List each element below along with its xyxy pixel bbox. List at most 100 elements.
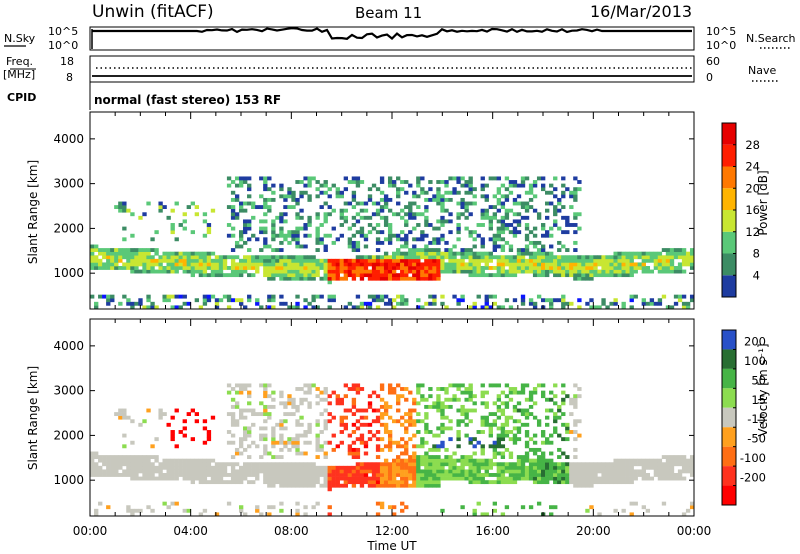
power-cell (138, 248, 143, 252)
velocity-cell (661, 501, 667, 506)
power-cell (565, 269, 570, 274)
velocity-cell (504, 480, 510, 485)
velocity-cell (605, 465, 610, 470)
velocity-cell (267, 451, 272, 456)
velocity-cell (528, 390, 534, 395)
velocity-cell (516, 419, 522, 424)
power-cell (307, 301, 312, 306)
velocity-cell (263, 390, 268, 395)
velocity-cell (464, 469, 469, 474)
velocity-cell (573, 455, 578, 459)
power-cell (480, 258, 485, 263)
power-cell (170, 230, 175, 235)
velocity-cell (230, 480, 236, 485)
velocity-cell (251, 462, 256, 467)
power-cell (492, 294, 497, 299)
power-cell (436, 180, 441, 184)
velocity-cell (528, 437, 534, 442)
velocity-cell (488, 465, 493, 470)
power-colorbar-swatch (722, 144, 736, 167)
power-cell (363, 273, 369, 278)
velocity-cell (540, 469, 546, 474)
power-cell (528, 190, 534, 195)
velocity-cell (134, 508, 139, 513)
velocity-cell (448, 469, 453, 474)
velocity-cell (512, 426, 518, 431)
power-cell (545, 266, 550, 270)
power-cell (468, 201, 473, 206)
power-cell (653, 301, 659, 306)
velocity-cell (287, 397, 292, 402)
velocity-cell (476, 465, 481, 470)
velocity-cell (468, 473, 473, 477)
power-cell (303, 190, 308, 195)
velocity-cell (476, 473, 481, 477)
power-cell (387, 258, 393, 263)
power-cell (516, 223, 522, 227)
power-cell (114, 266, 119, 270)
power-cell (243, 258, 248, 263)
power-cell (669, 266, 675, 270)
power-cell (532, 233, 538, 238)
power-cell (452, 294, 457, 299)
power-cell (545, 215, 550, 220)
velocity-cell (279, 483, 284, 488)
velocity-cell (234, 401, 240, 406)
velocity-cell (416, 383, 421, 388)
power-cell (238, 233, 244, 238)
power-cell (649, 269, 655, 274)
velocity-cell (178, 469, 183, 474)
velocity-cell (243, 447, 248, 452)
power-cell (496, 255, 502, 260)
velocity-cell (396, 408, 401, 413)
velocity-cell (222, 469, 228, 474)
velocity-cell (371, 408, 377, 413)
velocity-cell (299, 415, 304, 420)
velocity-cell (339, 476, 344, 481)
velocity-cell (500, 451, 506, 456)
velocity-cell (553, 426, 558, 431)
velocity-cell (452, 476, 457, 481)
power-cell (387, 269, 393, 274)
velocity-colorbar-swatch (722, 388, 736, 408)
velocity-cell (408, 422, 413, 427)
power-cell (214, 255, 220, 260)
power-cell (577, 298, 582, 303)
velocity-cell (400, 462, 405, 467)
power-cell (420, 237, 425, 242)
power-cell (396, 176, 401, 181)
power-cell (383, 215, 389, 220)
velocity-cell (170, 473, 175, 477)
velocity-cell (271, 444, 276, 449)
power-cell (150, 258, 155, 263)
power-cell (424, 251, 429, 256)
power-cell (400, 301, 405, 306)
velocity-cell (436, 408, 441, 413)
velocity-cell (464, 422, 469, 427)
power-cell (299, 190, 304, 195)
velocity-cell (512, 404, 518, 409)
velocity-cell (142, 462, 147, 467)
power-cell (355, 244, 361, 249)
power-cell (138, 262, 143, 267)
power-colorbar-swatch (722, 231, 736, 254)
velocity-cell (315, 473, 320, 477)
velocity-cell (307, 440, 312, 445)
power-cell (681, 248, 687, 252)
power-cell (597, 273, 602, 278)
power-cell (383, 273, 389, 278)
power-cell (504, 223, 510, 227)
power-cell (299, 226, 304, 231)
velocity-cell (516, 465, 522, 470)
power-cell (464, 269, 469, 274)
velocity-cell (573, 473, 578, 477)
power-cell (440, 233, 445, 238)
velocity-cell (613, 462, 618, 467)
power-cell (271, 190, 276, 195)
power-cell (677, 298, 683, 303)
velocity-cell (621, 458, 626, 463)
power-cell (689, 248, 695, 252)
velocity-cell (545, 480, 550, 485)
power-cell (512, 258, 518, 263)
velocity-cell (520, 469, 526, 474)
